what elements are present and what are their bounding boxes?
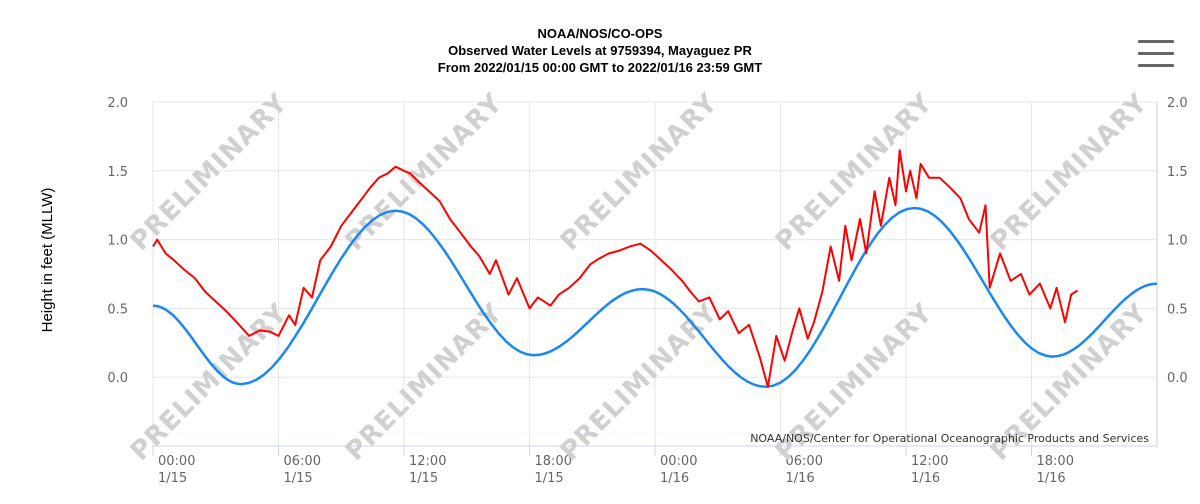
y-tick-label-right: 0.0	[1167, 371, 1188, 386]
x-tick-date: 1/16	[911, 471, 940, 486]
credit-text: NOAA/NOS/Center for Operational Oceanogr…	[750, 432, 1149, 445]
x-tick-time: 00:00	[660, 454, 697, 469]
chart-title-line: Observed Water Levels at 9759394, Mayagu…	[448, 43, 752, 58]
y-tick-label-right: 0.5	[1167, 302, 1188, 317]
y-axis-label: Height in feet (MLLW)	[39, 188, 56, 333]
x-tick-time: 12:00	[911, 454, 948, 469]
y-tick-label-left: 0.5	[107, 302, 128, 317]
hamburger-icon	[1138, 40, 1174, 43]
x-tick-date: 1/15	[284, 471, 313, 486]
predictions-line	[152, 206, 1158, 389]
y-tick-label-left: 1.0	[107, 234, 128, 249]
observed-line	[152, 149, 1079, 388]
x-tick-time: 06:00	[786, 454, 823, 469]
x-tick-date: 1/15	[535, 471, 564, 486]
x-tick-time: 18:00	[1037, 454, 1074, 469]
x-tick-date: 1/15	[409, 471, 438, 486]
hamburger-icon	[1138, 64, 1174, 67]
x-tick-date: 1/15	[158, 471, 187, 486]
x-tick-time: 06:00	[284, 454, 321, 469]
y-tick-label-right: 1.0	[1167, 234, 1188, 249]
x-tick-time: 18:00	[535, 454, 572, 469]
x-tick-date: 1/16	[786, 471, 815, 486]
y-tick-label-right: 2.0	[1167, 96, 1188, 111]
y-tick-label-right: 1.5	[1167, 165, 1188, 180]
x-tick-time: 12:00	[409, 454, 446, 469]
x-tick-date: 1/16	[660, 471, 689, 486]
x-tick-time: 00:00	[158, 454, 195, 469]
x-tick-date: 1/16	[1037, 471, 1066, 486]
y-tick-label-left: 0.0	[107, 371, 128, 386]
chart-title-line: NOAA/NOS/CO-OPS	[538, 26, 663, 41]
y-tick-label-left: 1.5	[107, 165, 128, 180]
hamburger-icon	[1138, 52, 1174, 55]
chart-title-line: From 2022/01/15 00:00 GMT to 2022/01/16 …	[438, 60, 763, 75]
y-tick-label-left: 2.0	[107, 96, 128, 111]
chart-menu-button[interactable]	[1138, 40, 1174, 72]
